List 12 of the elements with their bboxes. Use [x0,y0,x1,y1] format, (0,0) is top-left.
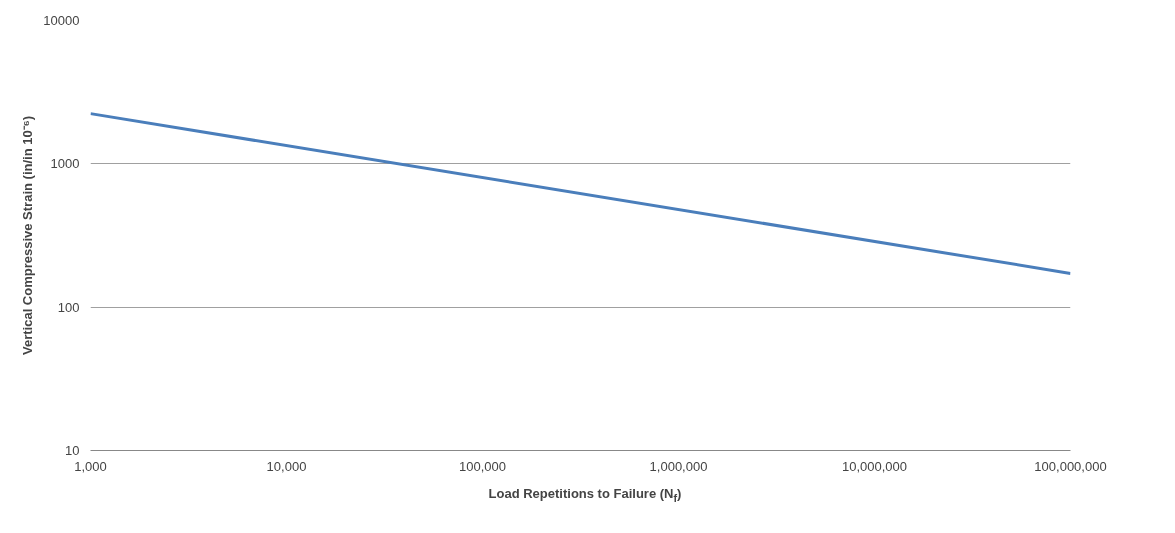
x-tick-label: 100,000 [459,458,506,474]
y-tick-label: 10000 [43,13,80,28]
x-tick-label: 100,000,000 [1034,458,1107,474]
y-tick-label: 100 [57,299,80,315]
y-tick-label: 1000 [50,156,80,172]
x-tick-label: 10,000 [266,458,307,474]
x-tick-label: 1,000,000 [649,458,708,474]
x-axis-title: Load Repetitions to Failure (N$_{f}$) [488,485,682,506]
x-tick-label: 1,000 [74,458,107,474]
x-tick-label: 10,000,000 [841,458,908,474]
y-axis-title: Vertical Compressive Strain (in/in 10⁻⁶) [20,115,36,356]
y-tick-label: 10 [65,443,80,458]
